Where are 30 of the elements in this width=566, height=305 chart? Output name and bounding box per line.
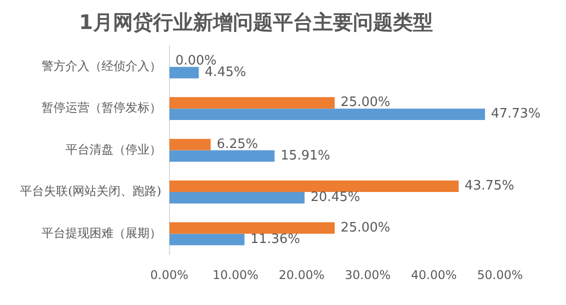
x-tick-label: 10.00% xyxy=(212,268,258,282)
data-label: 11.36% xyxy=(250,232,300,247)
bar xyxy=(169,138,211,150)
data-label: 47.73% xyxy=(490,106,541,122)
x-tick-label: 50.00% xyxy=(477,268,523,282)
bar xyxy=(169,234,244,246)
bar xyxy=(169,180,459,192)
bar xyxy=(169,97,335,109)
bar xyxy=(169,222,335,234)
data-label: 25.00% xyxy=(340,95,390,110)
data-label: 4.45% xyxy=(204,64,246,80)
data-label: 15.91% xyxy=(280,148,330,164)
y-tick-label: 警方介入（经侦介入） xyxy=(41,58,162,73)
data-label: 43.75% xyxy=(464,178,514,194)
x-tick-label: 40.00% xyxy=(410,268,457,282)
x-tick-label: 30.00% xyxy=(344,268,391,282)
y-tick-label: 平台提现困难（展期） xyxy=(41,226,162,240)
x-tick-label: 0.00% xyxy=(150,268,188,282)
data-label: 20.45% xyxy=(310,190,360,206)
data-label: 6.25% xyxy=(216,136,258,152)
chart-title: 1月网贷行业新增问题平台主要问题类型 xyxy=(79,10,433,34)
bar xyxy=(169,108,485,120)
x-tick-label: 20.00% xyxy=(278,268,324,282)
y-tick-label: 平台失联(网站关闭、跑路) xyxy=(20,184,162,198)
bar xyxy=(169,150,275,162)
y-tick-label: 暂停运营（暂停发标） xyxy=(41,100,162,115)
data-label: 25.00% xyxy=(340,220,390,236)
bar xyxy=(169,66,199,78)
y-tick-label: 平台清盘（停业） xyxy=(65,142,162,156)
bar xyxy=(169,192,305,204)
